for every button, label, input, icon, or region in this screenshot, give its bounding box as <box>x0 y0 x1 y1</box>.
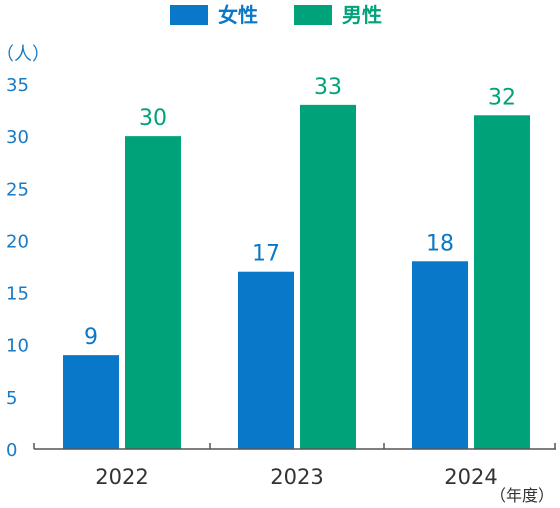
bar-male-2023 <box>300 104 356 449</box>
y-tick-label: 15 <box>6 284 29 305</box>
y-tick-label: 0 <box>6 440 17 461</box>
y-tick-label: 20 <box>6 231 29 252</box>
legend-swatch-male <box>294 5 332 25</box>
data-label-male-2024: 32 <box>488 85 516 110</box>
bar-female-2024 <box>412 261 468 449</box>
data-label-female-2022: 9 <box>84 325 98 350</box>
legend: 女性 男性 <box>170 3 382 27</box>
data-label-female-2024: 18 <box>426 231 454 256</box>
y-tick-label: 5 <box>6 388 17 409</box>
y-axis: （人） 0 5 10 15 20 25 30 35 <box>0 44 50 461</box>
y-tick-label: 35 <box>6 75 29 96</box>
x-category-label: 2024 <box>444 465 497 489</box>
bar-male-2022 <box>125 136 181 449</box>
bar-male-2024 <box>474 115 530 450</box>
data-label-male-2023: 33 <box>314 75 342 100</box>
y-tick-label: 30 <box>6 127 29 148</box>
bar-female-2023 <box>238 271 294 449</box>
legend-label-female: 女性 <box>218 3 258 27</box>
legend-label-male: 男性 <box>342 3 382 27</box>
y-tick-label: 25 <box>6 179 29 200</box>
x-category-label: 2022 <box>95 465 148 489</box>
x-category-label: 2023 <box>270 465 323 489</box>
y-tick-label: 10 <box>6 336 29 357</box>
x-axis-unit: （年度） <box>490 486 554 505</box>
data-label-female-2023: 17 <box>252 242 280 267</box>
x-axis: （年度） 2022 2023 2024 <box>33 443 556 505</box>
legend-swatch-female <box>170 5 208 25</box>
y-axis-unit: （人） <box>0 44 50 65</box>
bar-female-2022 <box>63 355 119 449</box>
bars: 9 30 17 33 18 32 <box>63 75 530 450</box>
data-label-male-2022: 30 <box>139 106 167 131</box>
